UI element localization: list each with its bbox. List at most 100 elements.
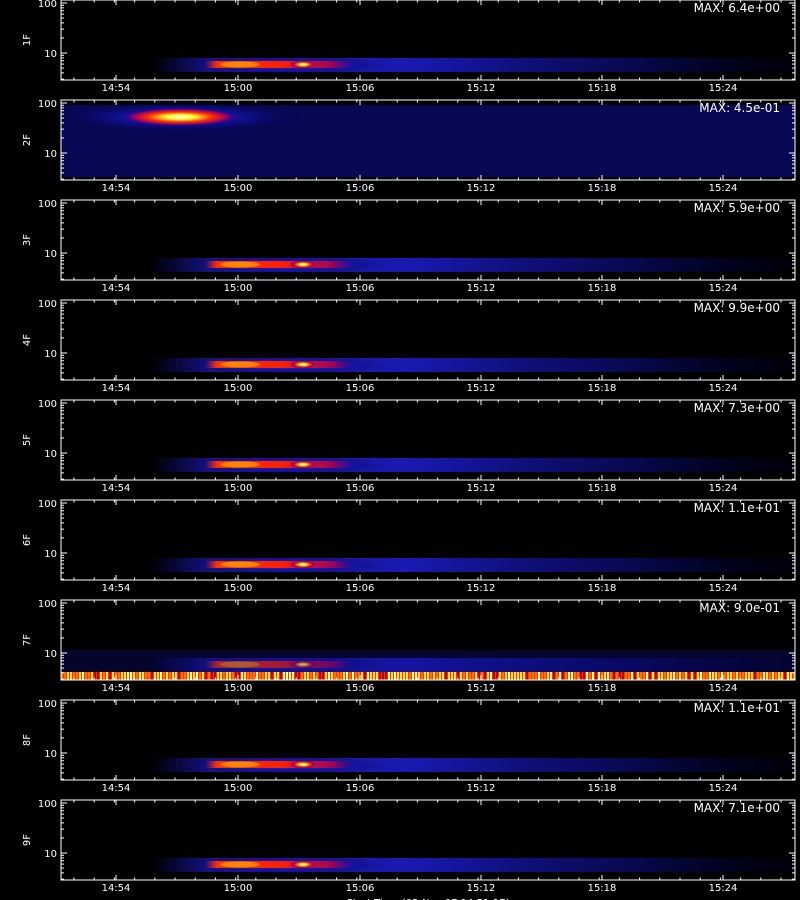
panel-label: 3F (22, 234, 33, 246)
noise-stripe-cell (331, 672, 333, 680)
noise-stripe-cell (763, 672, 765, 680)
noise-stripe-cell (238, 672, 240, 680)
y-tick-label: 10 (44, 449, 57, 460)
noise-stripe-cell (226, 672, 228, 680)
noise-stripe-cell (622, 672, 624, 680)
noise-stripe-cell (277, 672, 279, 680)
noise-stripe-cell (358, 672, 360, 680)
noise-stripe-cell (700, 672, 702, 680)
noise-stripe-cell (610, 672, 612, 680)
noise-stripe-cell (424, 672, 426, 680)
noise-stripe-cell (778, 672, 780, 680)
noise-stripe-cell (706, 672, 708, 680)
noise-stripe-cell (214, 672, 216, 680)
noise-stripe-cell (259, 672, 261, 680)
x-tick-label: 15:18 (588, 83, 617, 94)
x-tick-label: 15:18 (588, 183, 617, 194)
noise-stripe-cell (271, 672, 273, 680)
noise-stripe-cell (439, 672, 441, 680)
noise-stripe-cell (709, 672, 711, 680)
hot-spot (290, 60, 316, 69)
x-tick-label: 15:00 (224, 83, 253, 94)
band-core (205, 361, 355, 368)
noise-stripe-cell (661, 672, 663, 680)
max-label: MAX: 9.0e-01 (699, 601, 780, 615)
noise-stripe-cell (76, 672, 78, 680)
noise-stripe-cell (211, 672, 213, 680)
noise-stripe-cell (418, 672, 420, 680)
hot-spot (290, 360, 316, 369)
y-tick-label: 10 (44, 49, 57, 60)
noise-stripe-cell (508, 672, 510, 680)
noise-stripe-cell (334, 672, 336, 680)
noise-stripe-cell (556, 672, 558, 680)
x-tick-label: 15:00 (224, 883, 253, 894)
noise-stripe-cell (739, 672, 741, 680)
noise-stripe-cell (223, 672, 225, 680)
noise-stripe-cell (169, 672, 171, 680)
start-time-caption: Start Time (03-Nov-07 14:51:17) (346, 898, 509, 900)
x-tick-label: 15:06 (346, 83, 375, 94)
noise-stripe-cell (409, 672, 411, 680)
noise-stripe-cell (514, 672, 516, 680)
noise-stripe-cell (751, 672, 753, 680)
noise-stripe-cell (286, 672, 288, 680)
panel-8f: 14:54 15:00 15:06 15:12 15:18 15:24 100 10 8F MAX… (22, 699, 796, 794)
noise-stripe-cell (463, 672, 465, 680)
noise-stripe-cell (382, 672, 384, 680)
noise-stripe-cell (346, 672, 348, 680)
noise-stripe-cell (337, 672, 339, 680)
noise-stripe-cell (187, 672, 189, 680)
noise-stripe-cell (667, 672, 669, 680)
noise-stripe-cell (772, 672, 774, 680)
noise-stripe-cell (784, 672, 786, 680)
noise-stripe-cell (196, 672, 198, 680)
noise-stripe-cell (523, 672, 525, 680)
noise-stripe-cell (730, 672, 732, 680)
noise-stripe-cell (97, 672, 99, 680)
panel-label: 9F (22, 834, 33, 846)
noise-stripe-cell (748, 672, 750, 680)
noise-stripe-cell (130, 672, 132, 680)
noise-stripe-cell (193, 672, 195, 680)
noise-stripe-cell (88, 672, 90, 680)
panel-3f: 14:54 15:00 15:06 15:12 15:18 15:24 100 10 3F MAX… (22, 199, 796, 294)
noise-stripe-cell (94, 672, 96, 680)
panel-label: 6F (22, 534, 33, 546)
noise-stripe-cell (727, 672, 729, 680)
noise-stripe-cell (619, 672, 621, 680)
x-tick-label: 15:18 (588, 283, 617, 294)
noise-stripe-cell (415, 672, 417, 680)
noise-stripe-cell (628, 672, 630, 680)
noise-stripe-cell (289, 672, 291, 680)
noise-stripe-cell (427, 672, 429, 680)
noise-stripe-cell (400, 672, 402, 680)
noise-stripe-cell (454, 672, 456, 680)
noise-stripe-cell (145, 672, 147, 680)
noise-stripe-cell (472, 672, 474, 680)
x-tick-label: 15:12 (467, 483, 496, 494)
noise-stripe-cell (760, 672, 762, 680)
noise-stripe-cell (394, 672, 396, 680)
noise-stripe-cell (433, 672, 435, 680)
plot-frame (60, 499, 796, 581)
y-tick-label: 10 (44, 249, 57, 260)
noise-stripe-cell (73, 672, 75, 680)
noise-stripe-cell (634, 672, 636, 680)
noise-stripe-cell (148, 672, 150, 680)
noise-stripe-cell (232, 672, 234, 680)
y-tick-label: 100 (38, 499, 57, 510)
max-label: MAX: 7.3e+00 (694, 401, 780, 415)
noise-stripe-cell (373, 672, 375, 680)
noise-stripe-cell (205, 672, 207, 680)
x-tick-label: 15:12 (467, 83, 496, 94)
noise-stripe-cell (367, 672, 369, 680)
noise-stripe-cell (139, 672, 141, 680)
hot-spot (290, 860, 316, 869)
noise-stripe-cell (172, 672, 174, 680)
noise-stripe-cell (490, 672, 492, 680)
noise-stripe-cell (559, 672, 561, 680)
noise-stripe-cell (733, 672, 735, 680)
noise-stripe-cell (202, 672, 204, 680)
band-core (205, 561, 355, 568)
